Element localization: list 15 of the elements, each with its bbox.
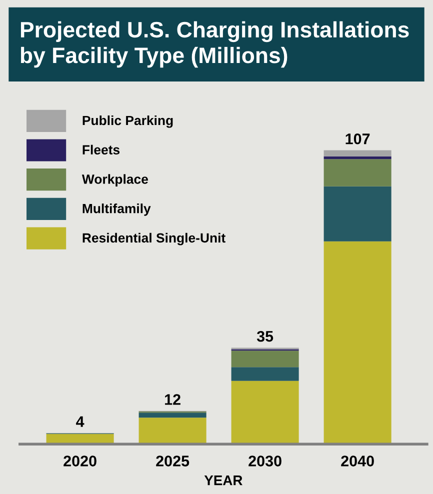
x-axis-title: YEAR <box>204 476 242 486</box>
x-tick-label: 2040 <box>341 456 374 466</box>
x-tick-label: 2030 <box>248 456 282 466</box>
annotation: 12 <box>165 394 180 405</box>
legend-label: Multifamily <box>82 204 151 216</box>
annotation: 35 <box>256 330 274 342</box>
legend-label: Residential Single-Unit <box>82 232 226 246</box>
x-tick-label: 2020 <box>64 456 96 466</box>
x-tick-label: 2025 <box>156 456 190 466</box>
chart-title: Projected U.S. Charging Installations by Facility Type (Millions) <box>20 21 409 68</box>
legend-label: Workplace <box>82 174 148 186</box>
annotation: 107 <box>346 133 370 144</box>
legend-label: Fleets <box>82 144 120 155</box>
annotation: 4 <box>76 416 84 427</box>
legend-label: Public Parking <box>82 115 173 128</box>
